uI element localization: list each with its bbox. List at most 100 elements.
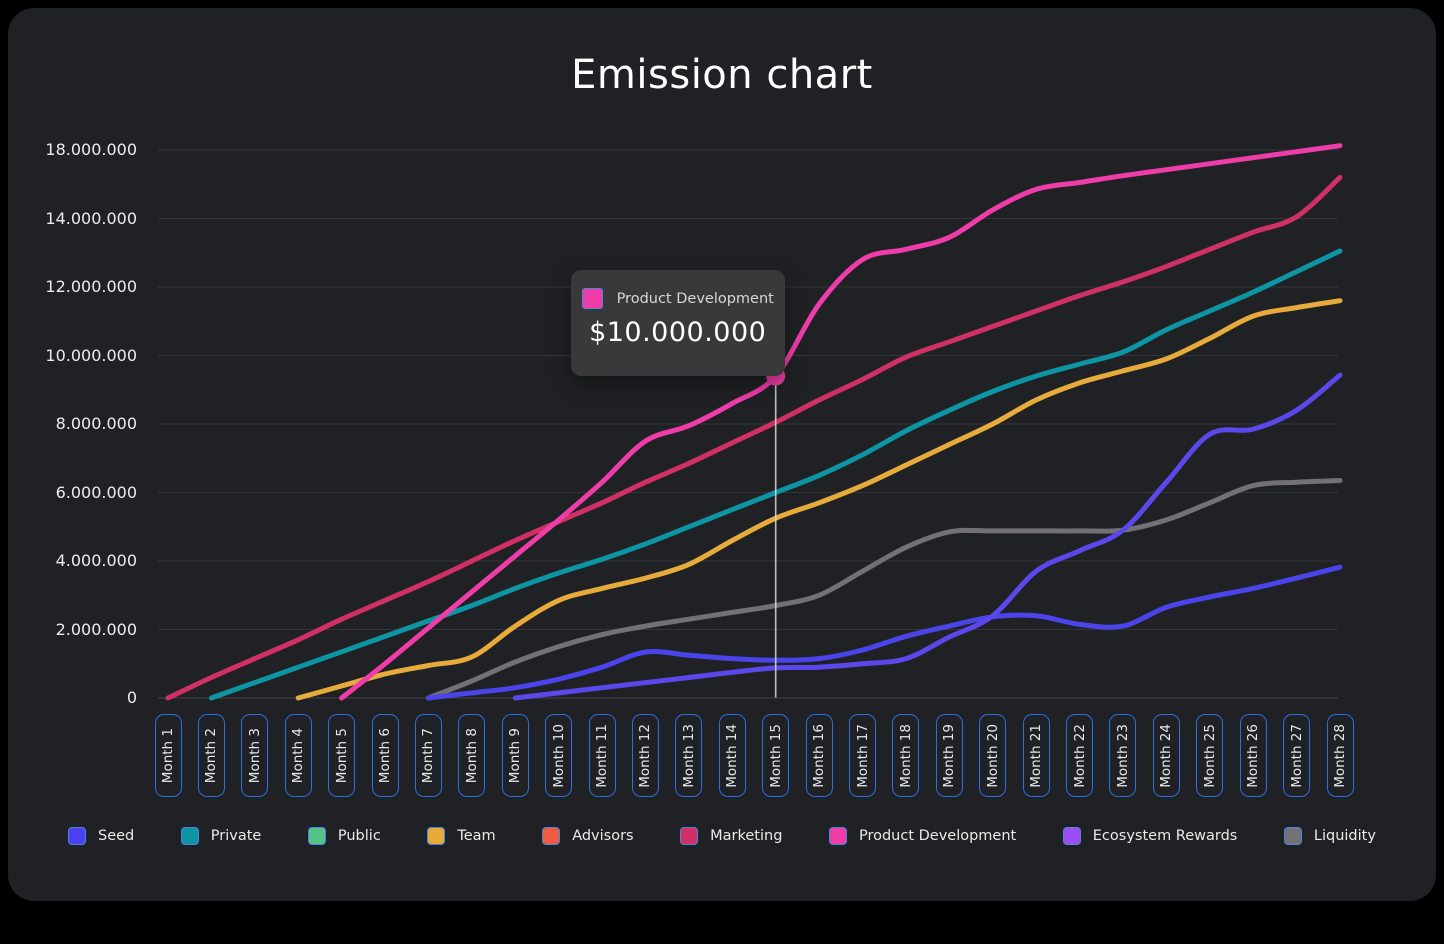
month-pill[interactable]: Month 12 — [631, 714, 659, 797]
legend-label: Liquidity — [1313, 828, 1376, 844]
month-pill-label: Month 3 — [246, 727, 263, 784]
month-pill-label: Month 17 — [854, 723, 871, 788]
month-pill-label: Month 12 — [637, 723, 654, 788]
month-pill[interactable]: Month 22 — [1066, 714, 1094, 797]
month-pill-label: Month 18 — [897, 723, 914, 788]
legend-item-ecosystem-rewards[interactable]: Ecosystem Rewards — [1062, 827, 1238, 845]
month-pill[interactable]: Month 23 — [1109, 714, 1137, 797]
series-line-product-development — [339, 143, 1343, 701]
month-pill-label: Month 13 — [680, 723, 697, 788]
y-tick-label: 0 — [126, 688, 137, 707]
y-tick-label: 4.000.000 — [55, 551, 137, 570]
legend-swatch — [1062, 827, 1081, 845]
month-pill[interactable]: Month 6 — [371, 714, 399, 797]
chart-card — [8, 8, 1436, 901]
series-line-seed — [425, 564, 1343, 701]
legend-label: Product Development — [858, 828, 1017, 844]
legend-label: Public — [337, 828, 381, 844]
y-tick-label: 8.000.000 — [55, 414, 137, 433]
y-tick-label: 12.000.000 — [45, 277, 137, 296]
legend-swatch — [1283, 827, 1302, 845]
month-pill-label: Month 11 — [594, 723, 611, 788]
series-lines — [165, 143, 1343, 701]
legend-label: Marketing — [710, 828, 783, 844]
chart-title: Emission chart — [571, 52, 873, 98]
legend-item-private[interactable]: Private — [180, 827, 262, 845]
month-pill[interactable]: Month 11 — [588, 714, 616, 797]
month-pill[interactable]: Month 10 — [545, 714, 573, 797]
legend-item-team[interactable]: Team — [427, 827, 496, 845]
month-pill[interactable]: Month 9 — [501, 714, 529, 797]
legend-item-marketing[interactable]: Marketing — [680, 827, 782, 845]
tooltip-header: Product Development — [581, 288, 774, 310]
month-pill[interactable]: Month 15 — [762, 714, 790, 797]
series-line-team — [295, 298, 1343, 701]
legend-swatch — [427, 827, 446, 845]
legend: Seed Private Public Team Advisors Marketing Pr… — [8, 827, 1436, 845]
legend-label: Seed — [98, 828, 135, 844]
month-pill[interactable]: Month 28 — [1326, 714, 1354, 797]
month-pill-label: Month 27 — [1288, 723, 1305, 788]
legend-swatch — [828, 827, 847, 845]
month-pill[interactable]: Month 20 — [979, 714, 1007, 797]
month-pill[interactable]: Month 2 — [197, 714, 225, 797]
legend-item-public[interactable]: Public — [307, 827, 381, 845]
month-pill-label: Month 8 — [463, 727, 480, 784]
month-pill[interactable]: Month 27 — [1283, 714, 1311, 797]
legend-item-product-development[interactable]: Product Development — [828, 827, 1017, 845]
legend-label: Ecosystem Rewards — [1092, 828, 1238, 844]
legend-item-seed[interactable]: Seed — [68, 827, 134, 845]
legend-label: Advisors — [572, 828, 634, 844]
month-pill[interactable]: Month 19 — [935, 714, 963, 797]
month-pill-label: Month 23 — [1114, 723, 1131, 788]
month-pill-label: Month 22 — [1071, 723, 1088, 788]
tooltip-value: $10.000.000 — [589, 317, 767, 349]
month-pill-label: Month 21 — [1028, 723, 1045, 788]
legend-swatch — [180, 827, 199, 845]
tooltip: Product Development $10.000.000 — [570, 270, 785, 377]
legend-swatch — [68, 827, 86, 845]
y-tick-label: 2.000.000 — [55, 619, 137, 639]
month-pill[interactable]: Month 18 — [892, 714, 920, 797]
month-pill-label: Month 1 — [160, 727, 176, 784]
month-pill-label: Month 26 — [1245, 723, 1262, 788]
month-pill-label: Month 2 — [203, 727, 220, 784]
month-pill-label: Month 6 — [377, 727, 394, 784]
y-tick-label: 14.000.000 — [45, 208, 137, 228]
month-pill[interactable]: Month 13 — [675, 714, 703, 797]
month-pill-label: Month 4 — [290, 727, 307, 784]
legend-label: Private — [210, 828, 262, 844]
month-pill[interactable]: Month 25 — [1196, 714, 1224, 797]
month-pill[interactable]: Month 26 — [1239, 714, 1267, 797]
month-pill[interactable]: Month 7 — [414, 714, 442, 797]
month-pill[interactable]: Month 14 — [718, 714, 746, 797]
month-pill[interactable]: Month 24 — [1152, 714, 1180, 797]
legend-label: Team — [457, 828, 496, 844]
month-pill-label: Month 20 — [984, 723, 1001, 788]
month-pill-label: Month 9 — [507, 727, 524, 784]
y-tick-label: 10.000.000 — [45, 345, 137, 365]
month-pill-label: Month 5 — [333, 727, 350, 784]
month-pill-label: Month 16 — [811, 723, 828, 788]
tooltip-series-label: Product Development — [616, 290, 774, 307]
month-pill[interactable]: Month 1 — [154, 714, 182, 797]
month-pill-label: Month 15 — [767, 723, 784, 788]
month-pill[interactable]: Month 3 — [241, 714, 269, 797]
legend-item-liquidity[interactable]: Liquidity — [1283, 827, 1376, 845]
legend-item-advisors[interactable]: Advisors — [542, 827, 634, 845]
tooltip-series-swatch — [581, 288, 603, 310]
month-pill[interactable]: Month 8 — [458, 714, 486, 797]
legend-swatch — [680, 827, 699, 845]
month-pill[interactable]: Month 21 — [1022, 714, 1050, 797]
month-pill[interactable]: Month 4 — [284, 714, 312, 797]
month-pill-label: Month 25 — [1201, 723, 1218, 788]
month-pill-label: Month 7 — [420, 727, 437, 784]
month-pill-label: Month 19 — [941, 723, 958, 788]
y-tick-label: 18.000.000 — [45, 140, 137, 159]
month-pill[interactable]: Month 17 — [849, 714, 877, 797]
month-pill[interactable]: Month 5 — [328, 714, 356, 797]
month-pill[interactable]: Month 16 — [805, 714, 833, 797]
series-line-marketing — [165, 174, 1343, 701]
